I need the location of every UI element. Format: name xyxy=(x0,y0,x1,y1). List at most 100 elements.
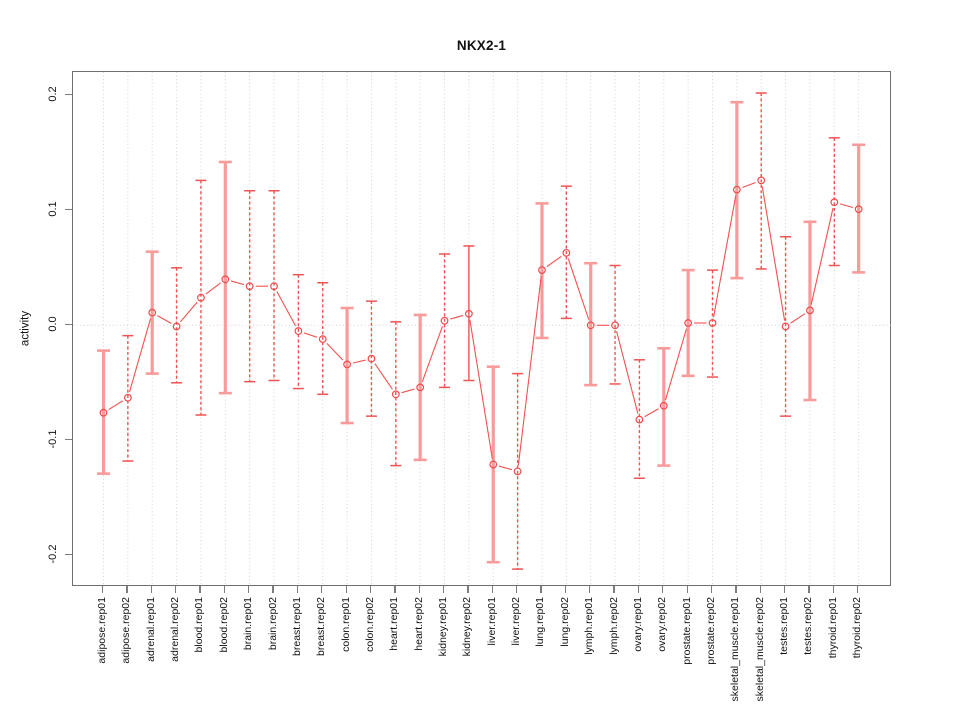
data-point xyxy=(123,393,132,402)
x-tick-label: breast.rep02 xyxy=(315,597,328,656)
y-tick-label: 0.2 xyxy=(47,86,59,102)
data-point xyxy=(513,467,522,476)
y-tick-mark xyxy=(65,93,72,95)
x-tick-mark xyxy=(126,586,128,593)
data-point xyxy=(294,327,303,335)
data-point xyxy=(781,322,790,331)
data-point xyxy=(367,354,376,363)
series-segment xyxy=(567,258,590,320)
x-tick-label: lung.rep02 xyxy=(558,597,571,647)
x-tick-label: testes.rep01 xyxy=(778,597,791,655)
x-tick-mark xyxy=(564,586,567,593)
x-tick-mark xyxy=(808,586,810,593)
series-segment xyxy=(303,332,318,338)
y-tick-mark xyxy=(65,553,72,555)
data-point xyxy=(172,322,181,331)
series-segment xyxy=(761,186,786,321)
data-point xyxy=(465,309,473,318)
data-point xyxy=(318,335,327,344)
data-point xyxy=(391,390,400,399)
x-tick-mark xyxy=(735,586,737,593)
x-tick-label: thyroid.rep01 xyxy=(826,597,839,659)
x-tick-mark xyxy=(101,586,104,593)
x-tick-label: prostate.rep02 xyxy=(705,597,717,665)
y-tick-label: -0.2 xyxy=(47,544,59,564)
x-tick-mark xyxy=(369,586,372,593)
x-tick-label: brain.rep01 xyxy=(242,597,255,651)
data-point xyxy=(148,308,157,317)
series-segment xyxy=(230,280,245,286)
x-tick-mark xyxy=(832,586,834,593)
x-tick-label: adipose.rep01 xyxy=(96,597,108,664)
x-tick-label: ovary.rep02 xyxy=(656,597,669,652)
x-tick-label: thyroid.rep02 xyxy=(851,597,864,659)
x-tick-label: adipose.rep02 xyxy=(120,597,133,664)
x-tick-label: prostate.rep01 xyxy=(680,597,693,665)
plot-svg xyxy=(73,72,892,587)
x-tick-label: skeletal_muscle.rep02 xyxy=(753,597,766,702)
data-point xyxy=(635,415,644,424)
x-tick-mark xyxy=(199,586,201,593)
plot-area xyxy=(72,71,892,587)
series-segment xyxy=(810,207,834,305)
series-segment xyxy=(180,301,198,323)
x-tick-mark xyxy=(637,586,640,593)
x-tick-mark xyxy=(150,586,152,593)
y-tick-mark xyxy=(65,323,72,325)
x-tick-label: adrenal.rep01 xyxy=(144,597,157,662)
data-point xyxy=(270,282,278,291)
x-tick-mark xyxy=(857,586,859,593)
series-segment xyxy=(713,195,737,318)
x-tick-label: lymph.rep01 xyxy=(583,597,596,655)
x-tick-mark xyxy=(662,586,664,593)
x-tick-label: colon.rep02 xyxy=(363,597,376,652)
x-tick-label: kidney.rep01 xyxy=(437,597,450,657)
y-tick-label: 0.1 xyxy=(47,201,59,217)
data-point xyxy=(221,275,230,284)
series-segment xyxy=(374,363,393,390)
x-tick-mark xyxy=(783,586,786,593)
x-tick-label: blood.rep01 xyxy=(193,597,206,653)
x-tick-mark xyxy=(516,586,518,593)
x-tick-mark xyxy=(223,586,225,593)
series-segment xyxy=(326,343,344,361)
x-tick-label: heart.rep01 xyxy=(388,597,401,651)
x-tick-label: breast.rep01 xyxy=(290,597,303,656)
series-segment xyxy=(498,465,512,471)
x-tick-label: kidney.rep02 xyxy=(461,597,474,657)
series-segment xyxy=(157,315,172,324)
x-tick-label: skeletal_muscle.rep01 xyxy=(729,597,742,702)
x-tick-label: blood.rep02 xyxy=(217,597,230,653)
x-tick-label: brain.rep02 xyxy=(266,597,279,651)
series-segment xyxy=(205,282,221,295)
x-tick-mark xyxy=(613,586,615,593)
x-tick-mark xyxy=(418,586,420,593)
x-tick-mark xyxy=(540,586,542,593)
data-point xyxy=(343,360,352,369)
series-segment xyxy=(644,408,659,418)
series-segment xyxy=(352,359,366,364)
x-tick-mark xyxy=(345,586,347,593)
x-tick-mark xyxy=(174,586,177,593)
data-point xyxy=(659,401,668,410)
series-segment xyxy=(839,203,854,209)
series-segment xyxy=(616,330,639,414)
data-point xyxy=(245,282,254,291)
y-tick-label: 0.0 xyxy=(47,316,59,332)
data-point xyxy=(197,293,205,302)
data-point xyxy=(732,185,741,194)
data-point xyxy=(416,383,425,392)
data-point xyxy=(830,198,839,207)
series-segment xyxy=(421,326,443,382)
series-segment xyxy=(276,291,296,327)
x-tick-mark xyxy=(759,586,761,593)
series-segment xyxy=(517,275,542,466)
series-segment xyxy=(469,319,493,459)
data-point xyxy=(586,321,595,330)
x-tick-label: heart.rep02 xyxy=(412,597,425,651)
series-segment xyxy=(108,400,124,411)
series-segment xyxy=(664,328,687,401)
data-point xyxy=(562,248,571,257)
x-tick-mark xyxy=(394,586,396,593)
